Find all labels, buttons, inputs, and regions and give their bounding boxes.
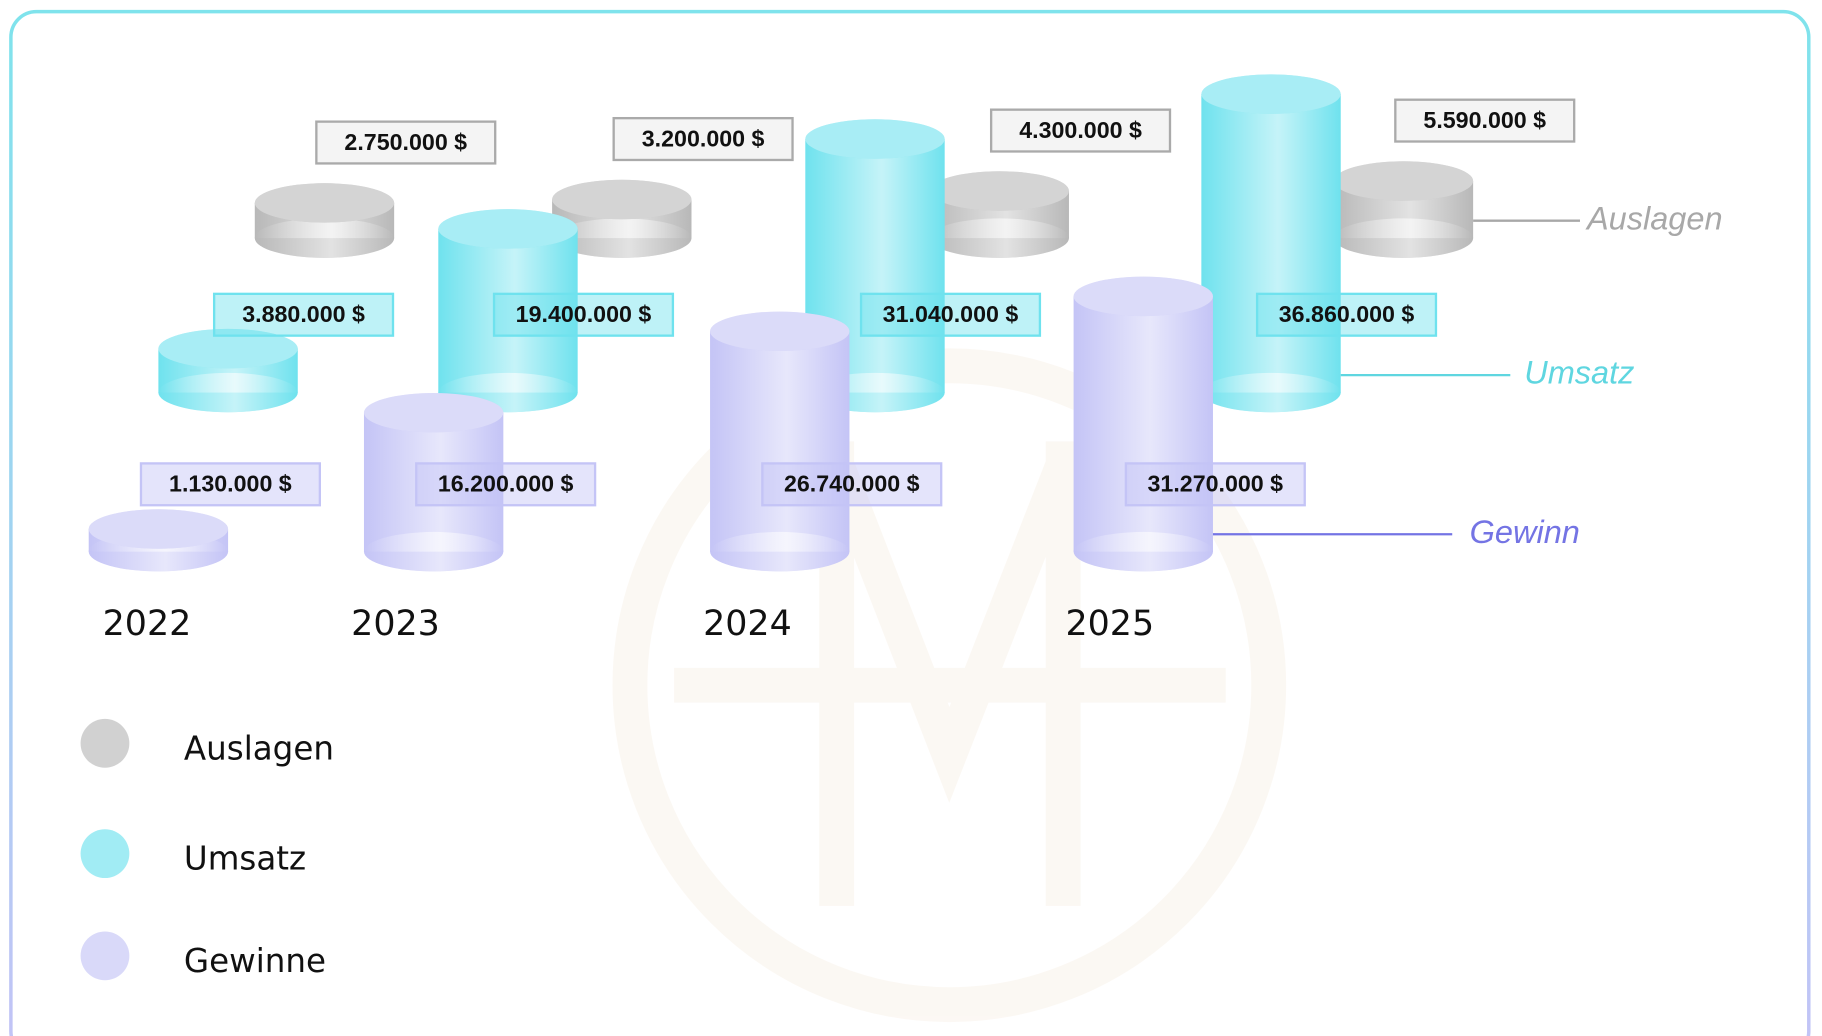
cylinder-top — [438, 209, 578, 249]
cylinder-shine — [1201, 94, 1341, 393]
cylinder-top — [929, 171, 1069, 211]
cylinder-top-shine — [1201, 74, 1341, 114]
value-label-box — [315, 120, 497, 165]
cylinder-top — [88, 509, 229, 549]
cylinder — [552, 179, 692, 258]
legend-label: Auslagen — [184, 729, 334, 767]
legend-swatch — [80, 718, 130, 768]
end-label: Umsatz — [1524, 355, 1634, 391]
cylinder-top-shine — [710, 311, 850, 352]
end-label: Auslagen — [1585, 200, 1723, 236]
x-tick-label: 2023 — [351, 604, 440, 644]
cylinder — [1073, 276, 1213, 572]
value-label: 4.300.000 $ — [1019, 117, 1142, 143]
value-label: 2.750.000 $ — [344, 129, 467, 155]
cylinder-top-shine — [363, 392, 504, 433]
cylinder-top — [254, 183, 395, 223]
end-label: Gewinn — [1470, 514, 1580, 550]
value-label-box — [612, 116, 794, 162]
x-tick-label: 2025 — [1065, 604, 1154, 644]
cylinder — [1201, 74, 1341, 413]
cylinder-top-shine — [805, 119, 945, 159]
cylinder-top — [710, 311, 850, 352]
cylinder — [805, 119, 945, 413]
cylinder-top — [158, 328, 298, 369]
legend-swatch — [80, 829, 130, 879]
watermark — [612, 348, 1287, 1023]
cylinder-top-shine — [552, 179, 692, 220]
value-label: 19.400.000 $ — [516, 301, 652, 327]
value-label-box — [761, 462, 943, 507]
value-label-box — [989, 108, 1172, 153]
value-label-box — [492, 292, 675, 337]
value-label-box — [415, 462, 597, 507]
x-tick-label: 2024 — [703, 604, 792, 644]
cylinder — [88, 509, 229, 572]
cylinder-top — [363, 392, 504, 433]
cylinder — [438, 209, 578, 413]
cylinder-top-shine — [1073, 276, 1213, 317]
legend-label: Umsatz — [184, 840, 306, 878]
value-label: 3.880.000 $ — [242, 301, 365, 327]
value-label-box — [1255, 292, 1438, 337]
value-label: 36.860.000 $ — [1279, 301, 1415, 327]
cylinder — [710, 311, 850, 572]
cylinder-top-shine — [929, 171, 1069, 211]
cylinder-shine — [710, 331, 850, 552]
value-label-box — [139, 462, 321, 507]
legend-label: Gewinne — [184, 942, 326, 980]
cylinder-top-shine — [158, 328, 298, 369]
cylinder — [254, 183, 395, 258]
value-label-box — [1124, 462, 1306, 507]
value-label-box — [1394, 98, 1576, 143]
value-label: 1.130.000 $ — [169, 471, 292, 497]
value-label-box — [212, 292, 395, 337]
cylinder-top — [1201, 74, 1341, 114]
cylinder-shine — [1073, 296, 1213, 552]
cylinder-top-shine — [88, 509, 229, 549]
cylinder-top — [552, 179, 692, 220]
cylinder — [363, 392, 504, 572]
value-label: 26.740.000 $ — [784, 471, 920, 497]
cylinder-shine — [363, 412, 504, 552]
value-label: 31.040.000 $ — [883, 301, 1019, 327]
legend-swatch — [80, 931, 130, 981]
cylinder-shine — [438, 228, 578, 393]
cylinder — [929, 171, 1069, 258]
cylinder-top — [1333, 161, 1474, 201]
cylinder-top — [1073, 276, 1213, 317]
cylinder — [1333, 161, 1474, 258]
cylinder-top-shine — [254, 183, 395, 223]
value-label: 5.590.000 $ — [1423, 107, 1546, 133]
cylinder-top — [805, 119, 945, 159]
cylinder-top-shine — [1333, 161, 1474, 201]
value-label-box — [859, 292, 1042, 337]
value-label: 3.200.000 $ — [642, 125, 765, 151]
cylinder — [158, 328, 298, 413]
x-tick-label: 2022 — [103, 604, 192, 644]
value-label: 16.200.000 $ — [438, 471, 574, 497]
value-label: 31.270.000 $ — [1148, 471, 1284, 497]
cylinder-top-shine — [438, 209, 578, 249]
